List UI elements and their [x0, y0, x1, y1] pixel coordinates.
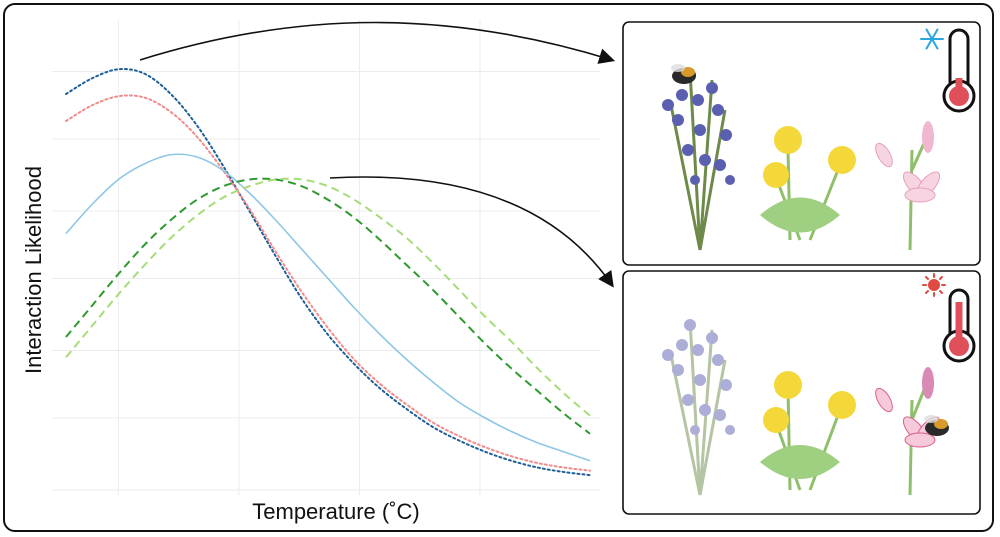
series-line-1	[65, 94, 591, 472]
bee-icon	[671, 64, 696, 84]
panel-warm	[622, 270, 981, 515]
lily-plant	[875, 121, 941, 251]
chart-grid	[52, 20, 600, 495]
arrow-to-warm-panel	[329, 176, 614, 288]
panel-cold	[622, 21, 981, 266]
thermometer-icon	[942, 28, 976, 113]
snowflake-icon	[920, 28, 944, 50]
dandelion-plant	[760, 371, 856, 491]
series-line-0	[65, 68, 591, 477]
series-line-4	[65, 177, 591, 417]
x-axis-label: Temperature (˚C)	[252, 499, 420, 524]
sun-icon	[922, 273, 946, 297]
chart-series	[65, 68, 591, 477]
figure-frame	[3, 3, 994, 532]
arrow-to-cold-panel	[139, 21, 616, 64]
bee-icon	[924, 415, 949, 436]
thermometer-icon	[942, 288, 976, 363]
dandelion-plant	[760, 126, 856, 241]
blue-flower-plant	[662, 319, 735, 496]
series-line-3	[65, 177, 591, 435]
series-line-2	[65, 153, 591, 462]
